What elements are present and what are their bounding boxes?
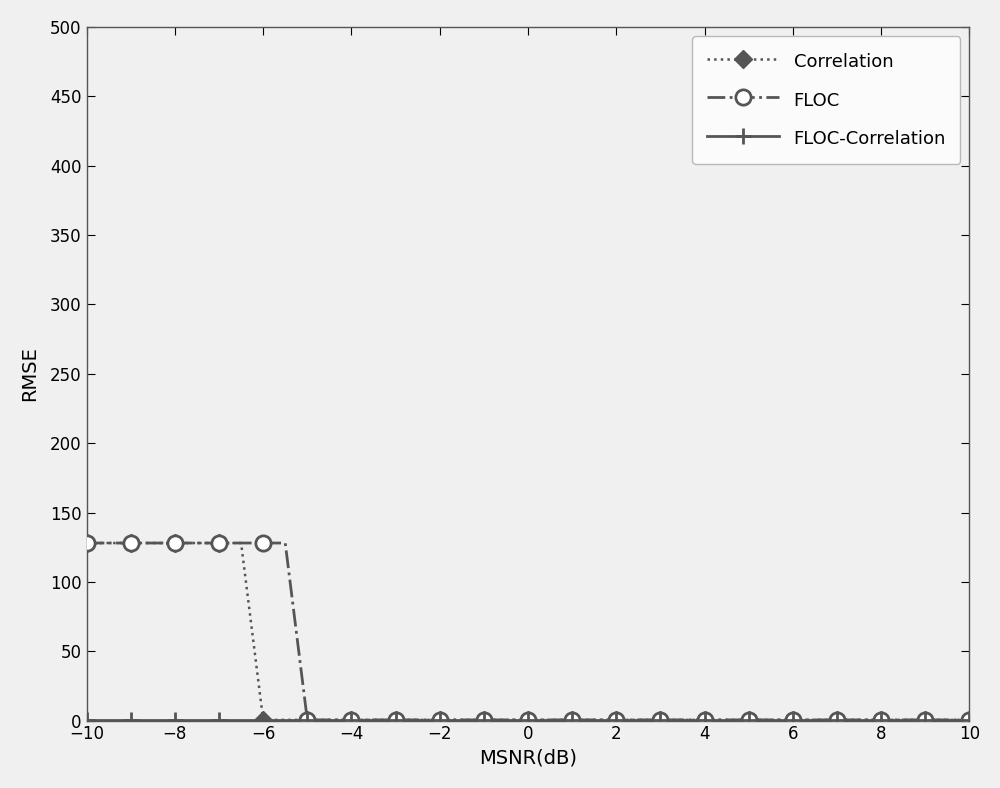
Correlation	[169, 538, 181, 548]
FLOC-Correlation	[787, 716, 799, 725]
Correlation	[699, 716, 711, 725]
Correlation	[125, 538, 137, 548]
FLOC	[301, 716, 313, 725]
FLOC	[831, 716, 843, 725]
FLOC-Correlation	[699, 716, 711, 725]
FLOC	[919, 716, 931, 725]
X-axis label: MSNR(dB): MSNR(dB)	[479, 749, 577, 768]
FLOC	[169, 538, 181, 548]
FLOC-Correlation	[125, 716, 137, 725]
FLOC	[743, 716, 755, 725]
FLOC-Correlation	[390, 716, 402, 725]
FLOC-Correlation	[345, 716, 357, 725]
Correlation	[875, 716, 887, 725]
FLOC-Correlation	[169, 716, 181, 725]
FLOC-Correlation	[743, 716, 755, 725]
FLOC	[213, 538, 225, 548]
FLOC-Correlation	[919, 716, 931, 725]
FLOC-Correlation	[566, 716, 578, 725]
Correlation	[478, 716, 490, 725]
Correlation	[963, 716, 975, 725]
Correlation	[654, 716, 666, 725]
FLOC	[434, 716, 446, 725]
Correlation	[831, 716, 843, 725]
Line: FLOC: FLOC	[79, 535, 977, 727]
Y-axis label: RMSE: RMSE	[20, 347, 39, 401]
FLOC	[875, 716, 887, 725]
Correlation	[213, 538, 225, 548]
FLOC-Correlation	[831, 716, 843, 725]
FLOC-Correlation	[875, 716, 887, 725]
FLOC-Correlation	[434, 716, 446, 725]
FLOC-Correlation	[301, 716, 313, 725]
Correlation	[743, 716, 755, 725]
Correlation	[610, 716, 622, 725]
Correlation	[345, 716, 357, 725]
FLOC-Correlation	[963, 716, 975, 725]
FLOC	[345, 716, 357, 725]
FLOC-Correlation	[81, 716, 93, 725]
FLOC	[610, 716, 622, 725]
FLOC-Correlation	[522, 716, 534, 725]
Correlation	[257, 716, 269, 725]
FLOC	[522, 716, 534, 725]
FLOC	[963, 716, 975, 725]
Line: Correlation: Correlation	[80, 537, 976, 726]
Correlation	[81, 538, 93, 548]
FLOC	[654, 716, 666, 725]
FLOC	[699, 716, 711, 725]
Legend: Correlation, FLOC, FLOC-Correlation: Correlation, FLOC, FLOC-Correlation	[692, 36, 960, 163]
Correlation	[434, 716, 446, 725]
Correlation	[919, 716, 931, 725]
Correlation	[301, 716, 313, 725]
FLOC	[478, 716, 490, 725]
Correlation	[566, 716, 578, 725]
FLOC-Correlation	[610, 716, 622, 725]
Line: FLOC-Correlation: FLOC-Correlation	[79, 712, 977, 727]
FLOC	[787, 716, 799, 725]
FLOC	[390, 716, 402, 725]
FLOC-Correlation	[213, 716, 225, 725]
FLOC	[566, 716, 578, 725]
Correlation	[522, 716, 534, 725]
FLOC	[81, 538, 93, 548]
FLOC-Correlation	[654, 716, 666, 725]
FLOC-Correlation	[257, 716, 269, 725]
FLOC	[257, 538, 269, 548]
FLOC	[125, 538, 137, 548]
Correlation	[390, 716, 402, 725]
FLOC-Correlation	[478, 716, 490, 725]
Correlation	[787, 716, 799, 725]
